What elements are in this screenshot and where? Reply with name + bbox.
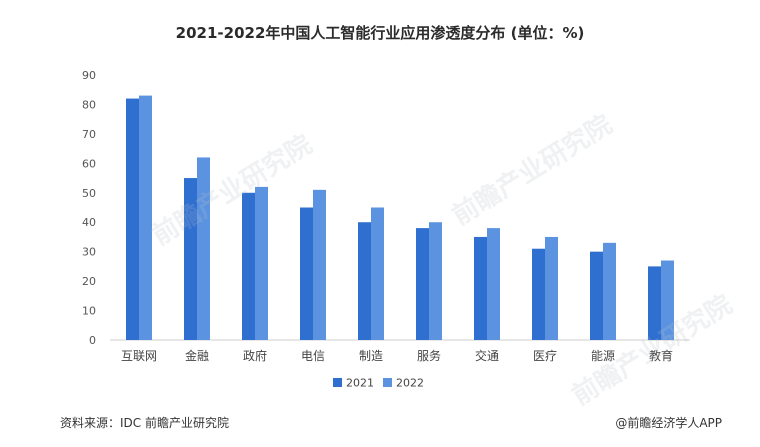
legend-label-2022: 2022	[396, 377, 424, 390]
bar-2022-6	[487, 228, 500, 340]
bar-2021-0	[126, 98, 139, 340]
y-tick-label: 50	[82, 187, 96, 200]
bar-2022-3	[313, 189, 326, 340]
bar-2022-4	[371, 207, 384, 340]
bar-2021-7	[532, 248, 545, 340]
x-category-label: 制造	[359, 349, 383, 363]
y-tick-label: 80	[82, 98, 96, 111]
legend-swatch-2021	[333, 378, 342, 387]
y-tick-label: 90	[82, 69, 96, 82]
y-tick-label: 0	[89, 334, 96, 347]
bar-2022-0	[139, 95, 152, 340]
x-category-label: 金融	[185, 348, 209, 363]
bar-2022-8	[603, 242, 616, 340]
x-category-label: 交通	[475, 348, 499, 363]
legend-label-2021: 2021	[346, 377, 374, 390]
bar-2021-4	[358, 222, 371, 340]
axis-group: 0 10 20 30 40 50 60 70 80 90	[82, 69, 690, 347]
x-category-label: 教育	[649, 348, 673, 363]
x-category-label: 服务	[417, 348, 441, 363]
y-tick-label: 40	[82, 216, 96, 229]
bar-2021-5	[416, 228, 429, 340]
chart-title: 2021-2022年中国人工智能行业应用渗透度分布 (单位：%)	[175, 24, 585, 42]
legend-swatch-2022	[383, 378, 392, 387]
bars-group	[126, 95, 674, 340]
source-note: 资料来源：IDC 前瞻产业研究院	[60, 416, 229, 430]
bar-2021-2	[242, 192, 255, 340]
bar-2022-5	[429, 222, 442, 340]
legend: 2021 2022	[333, 377, 424, 390]
bar-2021-8	[590, 251, 603, 340]
bar-2021-6	[474, 236, 487, 340]
bar-2022-9	[661, 260, 674, 340]
x-category-label: 能源	[591, 349, 615, 363]
bar-2022-7	[545, 236, 558, 340]
x-category-label: 医疗	[533, 349, 557, 363]
bar-2021-3	[300, 207, 313, 340]
y-tick-label: 70	[82, 128, 96, 141]
bar-2021-9	[648, 266, 661, 340]
brand-note: @前瞻经济学人APP	[615, 416, 722, 430]
bar-2022-1	[197, 157, 210, 340]
y-tick-label: 20	[82, 275, 96, 288]
y-tick-label: 10	[82, 305, 96, 318]
x-category-label: 互联网	[121, 349, 157, 363]
x-category-label: 电信	[301, 349, 325, 363]
x-category-label: 政府	[243, 348, 267, 363]
bar-2022-2	[255, 186, 268, 340]
y-tick-label: 30	[82, 246, 96, 259]
bar-2021-1	[184, 178, 197, 340]
y-tick-label: 60	[82, 157, 96, 170]
labels-group: 互联网 金融 政府 电信 制造 服务 交通 医疗 能源 教育	[121, 348, 673, 363]
